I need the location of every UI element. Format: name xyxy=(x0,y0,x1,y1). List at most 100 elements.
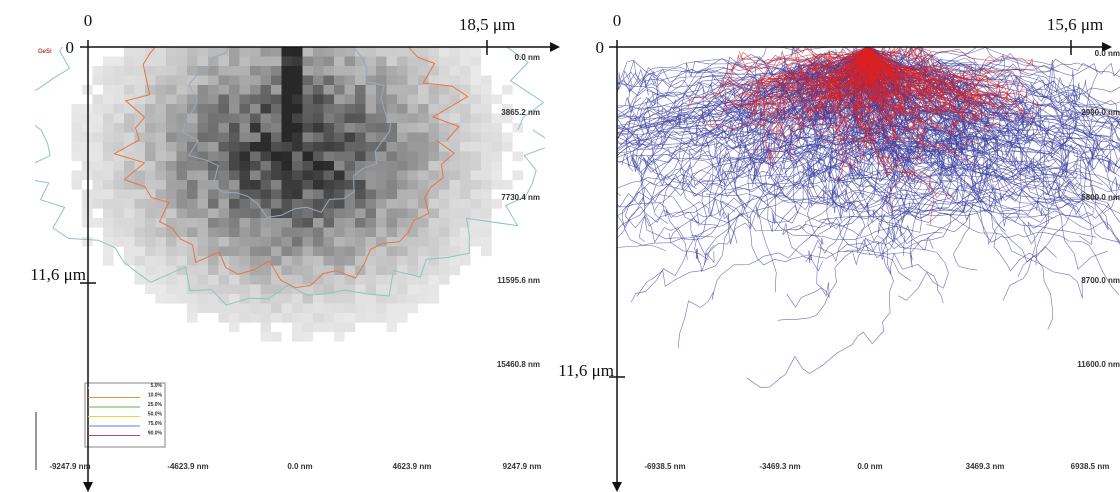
density-cell xyxy=(407,284,419,295)
density-cell xyxy=(103,151,114,162)
density-cell xyxy=(218,313,230,323)
density-cell xyxy=(302,56,314,67)
density-cell xyxy=(407,66,419,76)
density-cell xyxy=(365,113,377,124)
density-cell xyxy=(229,265,240,276)
density-cell xyxy=(418,199,429,209)
density-cell xyxy=(229,180,240,190)
trajectory xyxy=(764,47,869,264)
density-cell xyxy=(355,151,366,162)
density-cell xyxy=(302,313,314,323)
density-cell xyxy=(313,303,324,314)
density-cell xyxy=(71,123,83,133)
density-cell xyxy=(470,47,482,57)
density-cell xyxy=(124,237,135,247)
density-cell xyxy=(449,246,461,257)
density-cell xyxy=(103,113,114,124)
density-cell xyxy=(407,275,419,285)
trajectory xyxy=(867,47,995,95)
density-cell xyxy=(155,66,167,76)
density-cell xyxy=(334,294,345,304)
density-cell xyxy=(218,237,230,247)
density-cell xyxy=(229,208,240,219)
density-cell xyxy=(260,208,272,219)
density-cell xyxy=(281,66,293,76)
trajectory xyxy=(749,47,869,155)
density-cell xyxy=(229,189,240,200)
trajectory xyxy=(828,47,937,132)
density-cell xyxy=(124,151,135,162)
density-cell xyxy=(407,227,419,238)
density-cell xyxy=(470,151,482,162)
density-cell xyxy=(187,265,198,276)
density-cell xyxy=(187,56,198,67)
density-cell xyxy=(145,180,156,190)
density-cell xyxy=(197,161,209,171)
density-cell xyxy=(334,151,345,162)
density-cell xyxy=(460,170,471,181)
density-cell xyxy=(197,142,209,152)
density-cell xyxy=(239,113,251,124)
density-cell xyxy=(260,132,272,143)
density-cell xyxy=(397,237,408,247)
density-cell xyxy=(155,170,167,181)
trajectories xyxy=(617,47,1120,388)
density-cell xyxy=(281,142,293,152)
density-cell xyxy=(334,132,345,143)
density-cell xyxy=(124,218,135,228)
density-cell xyxy=(313,218,324,228)
density-cell xyxy=(145,66,156,76)
density-cell xyxy=(239,151,251,162)
density-cell xyxy=(271,142,282,152)
density-cell xyxy=(313,246,324,257)
density-cell xyxy=(113,85,125,95)
density-cell xyxy=(176,94,188,105)
density-cell xyxy=(250,104,261,114)
density-cell xyxy=(281,180,293,190)
density-cell xyxy=(218,142,230,152)
density-cell xyxy=(376,284,387,295)
density-cell xyxy=(92,132,104,143)
density-cell xyxy=(260,332,272,342)
density-cell xyxy=(197,218,209,228)
density-cell xyxy=(271,313,282,323)
density-cell xyxy=(439,256,450,266)
density-cell xyxy=(197,47,209,57)
trajectory xyxy=(818,47,870,168)
density-cell xyxy=(376,170,387,181)
density-cell xyxy=(229,303,240,314)
density-cell xyxy=(187,313,198,323)
density-cell xyxy=(376,246,387,257)
density-cell xyxy=(155,284,167,295)
contour xyxy=(112,47,469,289)
density-cell xyxy=(103,123,114,133)
density-cell xyxy=(313,142,324,152)
density-cell xyxy=(428,284,440,295)
density-cell xyxy=(407,294,419,304)
trajectory xyxy=(864,47,925,145)
density-cell xyxy=(323,303,335,314)
density-cell xyxy=(397,275,408,285)
density-cell xyxy=(166,47,177,57)
density-cell xyxy=(365,85,377,95)
density-cell xyxy=(365,237,377,247)
density-cell xyxy=(302,180,314,190)
density-cell xyxy=(166,246,177,257)
density-cell xyxy=(134,208,146,219)
trajectory xyxy=(799,47,869,101)
tick-label: 2900.0 nm xyxy=(1081,108,1120,117)
density-cell xyxy=(418,189,429,200)
density-cell xyxy=(92,161,104,171)
density-cell xyxy=(376,303,387,314)
density-cell xyxy=(239,66,251,76)
density-cell xyxy=(439,94,450,105)
density-cell xyxy=(250,56,261,67)
tick-label: 8700.0 nm xyxy=(1081,276,1120,285)
density-cell xyxy=(449,199,461,209)
density-cell xyxy=(334,199,345,209)
density-cell xyxy=(166,104,177,114)
density-cell xyxy=(365,294,377,304)
density-cell xyxy=(145,85,156,95)
density-cell xyxy=(376,237,387,247)
density-cell xyxy=(176,151,188,162)
